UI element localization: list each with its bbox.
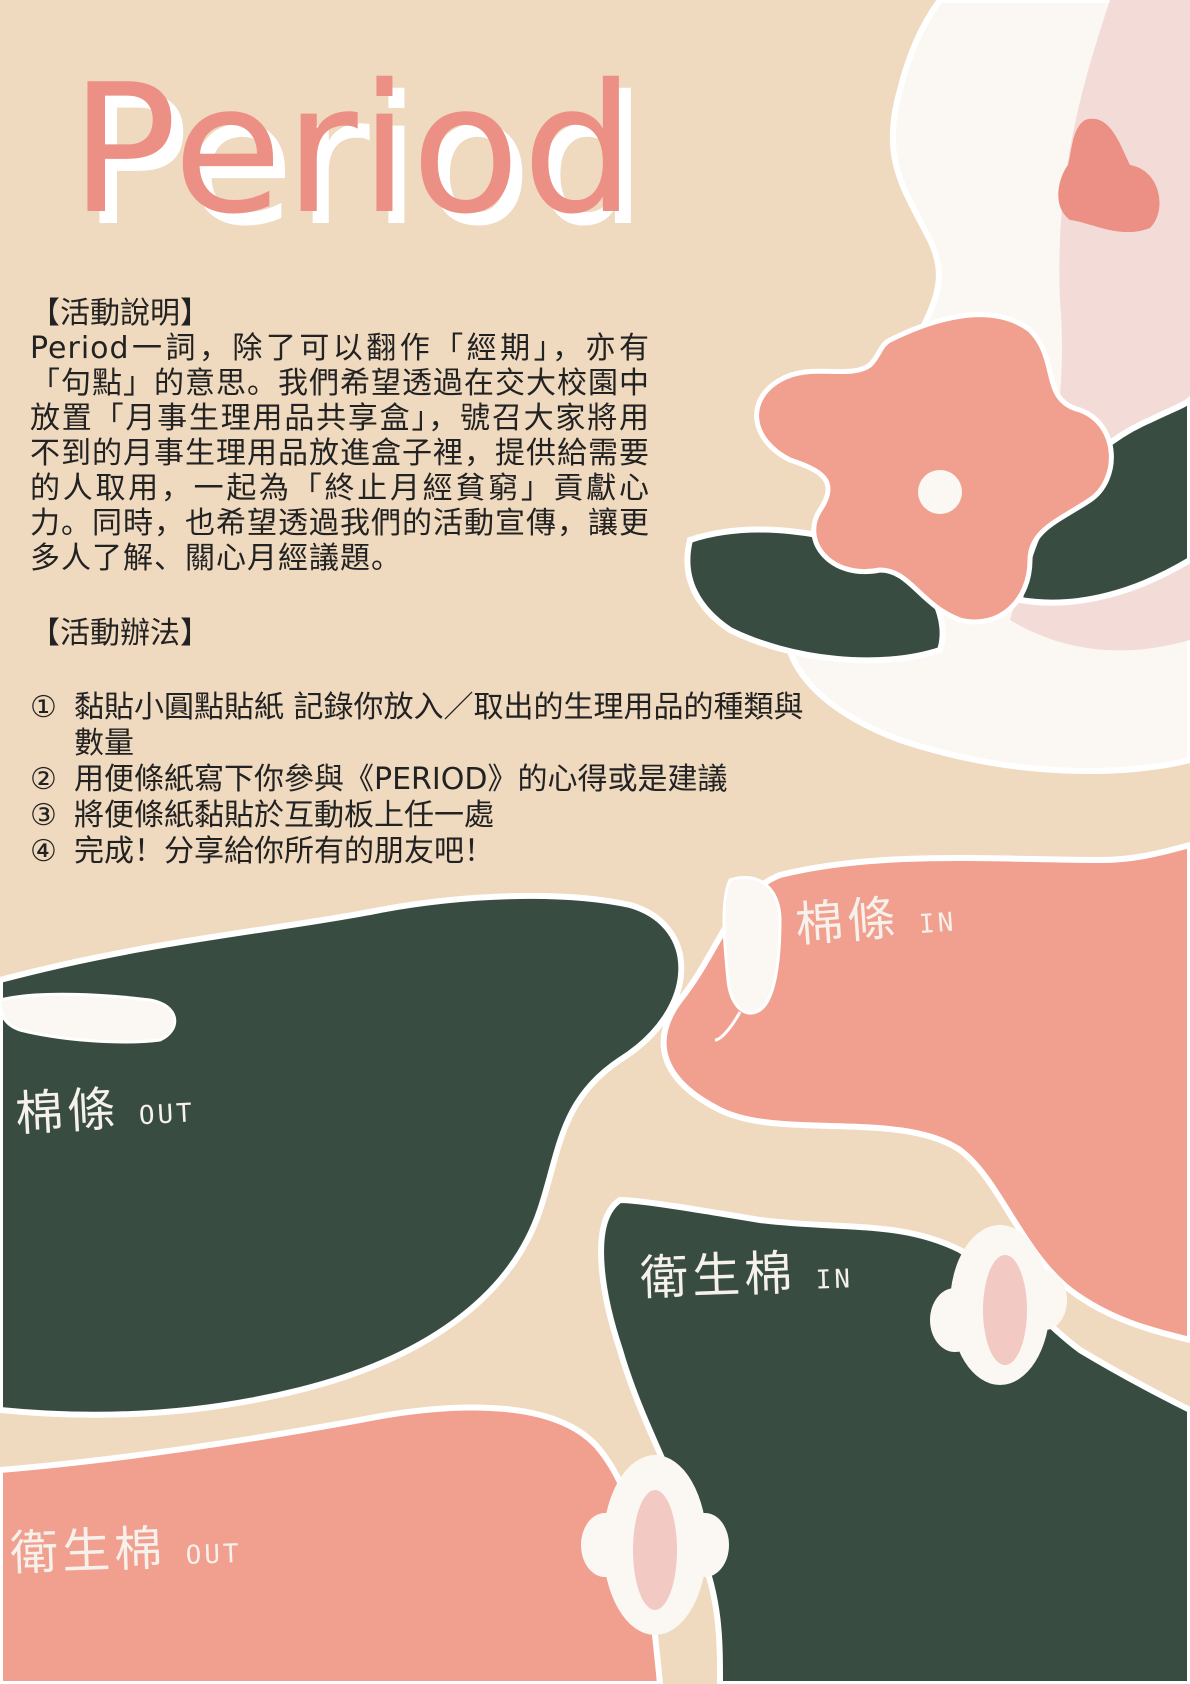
title-container: Period [70, 50, 730, 250]
pad-out-text: 衛生棉 [9, 1520, 168, 1583]
step-number: ④ [30, 834, 57, 869]
dark-region-left [0, 892, 685, 1418]
description-heading: 【活動說明】 [30, 296, 210, 331]
pad-out-illustration [581, 1455, 729, 1635]
list-item: ② 用便條紙寫下你參與《PERIOD》的心得或是建議 [30, 762, 820, 798]
step-text: 完成！分享給你所有的朋友吧！ [74, 834, 494, 869]
step-number: ② [30, 762, 57, 797]
pad-in-text: 衛生棉 [639, 1245, 798, 1307]
activity-description: 【活動說明】 Period一詞，除了可以翻作「經期」，亦有「句點」的意思。我們希… [30, 296, 650, 651]
tampon-out-label: 棉條 OUT [13, 1065, 196, 1144]
step-text: 將便條紙黏貼於互動板上任一處 [74, 798, 494, 833]
tampon-out-illustration [0, 992, 177, 1044]
list-item: ③ 將便條紙黏貼於互動板上任一處 [30, 798, 820, 834]
step-number: ③ [30, 798, 57, 833]
method-steps: ① 黏貼小圓點貼紙 記錄你放入／取出的生理用品的種類與數量 ② 用便條紙寫下你參… [30, 690, 820, 870]
pad-out-suffix: OUT [185, 1538, 243, 1571]
tampon-in-illustration [722, 875, 782, 1015]
tampon-in-label: 棉條 IN [793, 874, 958, 955]
method-heading: 【活動辦法】 [30, 616, 210, 651]
tampon-out-text: 棉條 [13, 1081, 121, 1143]
list-item: ④ 完成！分享給你所有的朋友吧！ [30, 834, 820, 870]
tampon-in-suffix: IN [918, 907, 958, 940]
salmon-notch [1058, 118, 1160, 233]
step-text: 黏貼小圓點貼紙 記錄你放入／取出的生理用品的種類與數量 [74, 690, 804, 761]
description-body: Period一詞，除了可以翻作「經期」，亦有「句點」的意思。我們希望透過在交大校… [30, 331, 650, 576]
pad-in-illustration [930, 1225, 1067, 1385]
tampon-in-text: 棉條 [793, 890, 902, 954]
tampon-in-string [714, 1011, 742, 1042]
tampon-out-suffix: OUT [138, 1098, 196, 1132]
pad-in-suffix: IN [815, 1264, 854, 1296]
flower-center [918, 470, 962, 514]
list-item: ① 黏貼小圓點貼紙 記錄你放入／取出的生理用品的種類與數量 [30, 690, 820, 762]
salmon-flower [754, 312, 1114, 625]
step-text: 用便條紙寫下你參與《PERIOD》的心得或是建議 [74, 762, 728, 797]
step-number: ① [30, 690, 57, 725]
salmon-region-right [660, 841, 1190, 1344]
pad-in-label: 衛生棉 IN [639, 1231, 854, 1308]
pad-out-label: 衛生棉 OUT [9, 1506, 243, 1584]
poster-title: Period [70, 46, 638, 253]
